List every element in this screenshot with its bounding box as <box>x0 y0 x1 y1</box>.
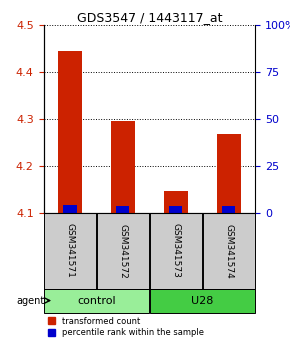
Bar <box>222 206 235 213</box>
Bar <box>111 121 135 213</box>
Bar <box>58 51 82 213</box>
Text: agent: agent <box>16 296 45 306</box>
Text: U28: U28 <box>191 296 213 306</box>
Text: GSM341572: GSM341572 <box>118 223 127 278</box>
Bar <box>169 206 182 213</box>
Bar <box>150 289 255 313</box>
Legend: transformed count, percentile rank within the sample: transformed count, percentile rank withi… <box>48 317 204 337</box>
Bar <box>97 213 149 289</box>
Bar <box>64 205 77 213</box>
Bar <box>164 190 188 213</box>
Text: GSM341574: GSM341574 <box>224 223 233 278</box>
Text: GSM341573: GSM341573 <box>171 223 180 278</box>
Bar <box>217 134 241 213</box>
Bar <box>44 213 96 289</box>
Bar <box>116 206 129 213</box>
Bar <box>44 289 149 313</box>
Bar <box>150 213 202 289</box>
Bar <box>202 213 255 289</box>
Title: GDS3547 / 1443117_at: GDS3547 / 1443117_at <box>77 11 222 24</box>
Text: GSM341571: GSM341571 <box>66 223 75 278</box>
Text: control: control <box>77 296 116 306</box>
